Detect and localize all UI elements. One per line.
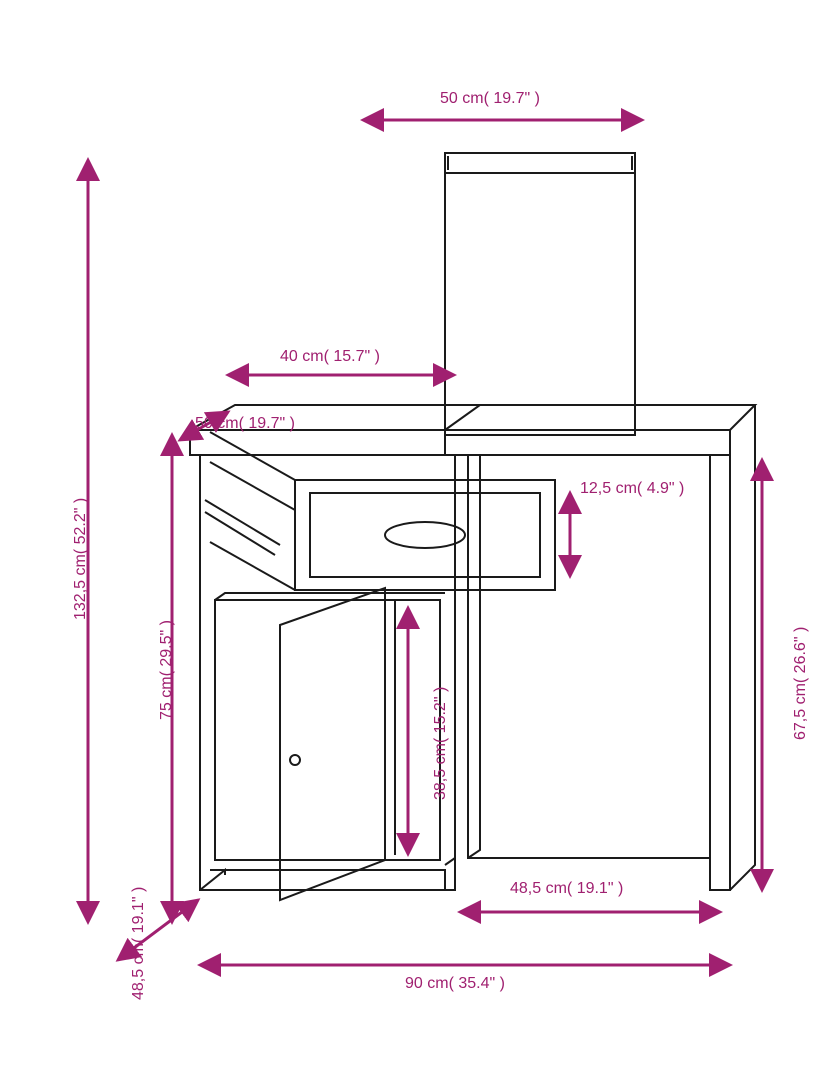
diagram-canvas: 50 cm( 19.7" ) 40 cm( 15.7" ) 50 cm( 19.… xyxy=(0,0,830,1080)
dim-table-height: 75 cm( 29.5" ) xyxy=(158,620,176,720)
furniture-drawing xyxy=(190,153,755,900)
dimension-lines xyxy=(88,120,762,965)
dim-left-top-width: 40 cm( 15.7" ) xyxy=(280,348,380,366)
dim-right-opening-width: 48,5 cm( 19.1" ) xyxy=(510,880,623,898)
dim-total-height: 132,5 cm( 52.2" ) xyxy=(72,498,90,620)
dim-depth-left: 48,5 cm( 19.1" ) xyxy=(130,887,148,1000)
dim-drawer-height: 12,5 cm( 4.9" ) xyxy=(580,480,650,498)
dim-depth-top: 50 cm( 19.7" ) xyxy=(195,415,295,433)
dim-door-opening-height: 38,5 cm( 15.2" ) xyxy=(432,687,450,800)
dim-width-total: 90 cm( 35.4" ) xyxy=(405,975,505,993)
dim-right-opening-height: 67,5 cm( 26.6" ) xyxy=(792,627,810,740)
dim-mirror-width: 50 cm( 19.7" ) xyxy=(440,90,540,108)
